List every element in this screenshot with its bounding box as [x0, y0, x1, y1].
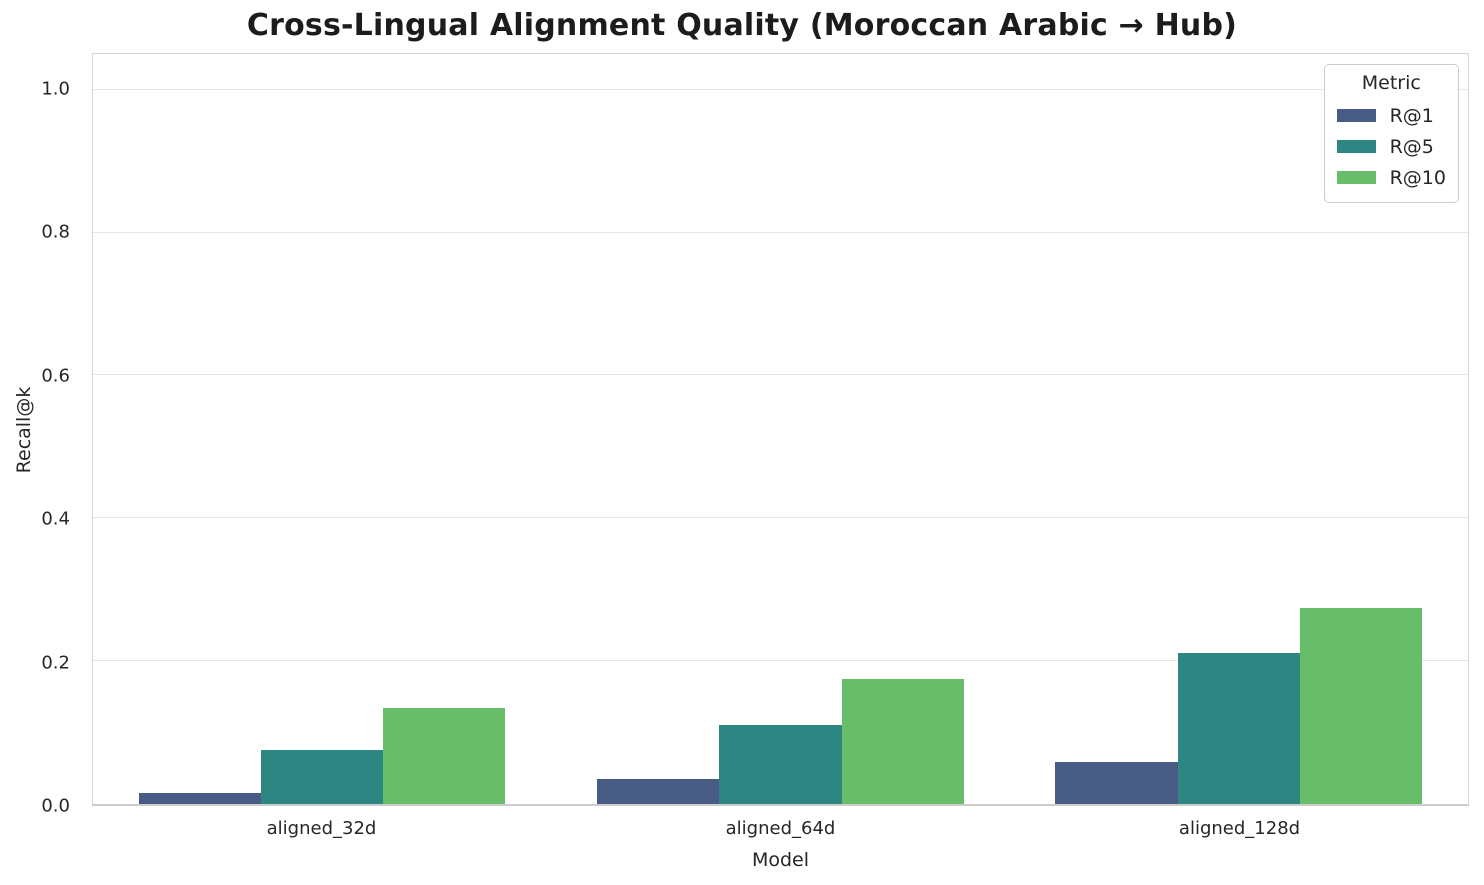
- legend-label: R@5: [1389, 135, 1434, 158]
- legend-title: Metric: [1361, 72, 1421, 94]
- bar-group: [551, 54, 1009, 804]
- legend-entry: R@5: [1336, 131, 1446, 162]
- bar-r1-aligned_128d: [1055, 761, 1178, 804]
- bar-group: [93, 54, 551, 804]
- y-tick-label: 0.6: [41, 365, 70, 387]
- y-tick-label: 0.4: [41, 508, 70, 530]
- bar-r5-aligned_64d: [719, 725, 842, 804]
- y-tick-label: 0.2: [41, 652, 70, 674]
- legend: Metric R@1 R@5 R@10: [1323, 64, 1459, 203]
- x-tick-label: aligned_32d: [266, 818, 377, 839]
- legend-entry: R@10: [1336, 162, 1446, 193]
- x-axis-label: Model: [751, 849, 810, 871]
- chart-title: Cross-Lingual Alignment Quality (Morocca…: [246, 8, 1238, 43]
- legend-swatch-icon: [1336, 140, 1376, 153]
- bar-r1-aligned_64d: [597, 779, 720, 804]
- bar-cluster: [1055, 54, 1423, 804]
- legend-label: R@10: [1389, 166, 1446, 189]
- y-tick-label: 1.0: [41, 78, 70, 100]
- legend-entries: R@1 R@5 R@10: [1336, 100, 1446, 193]
- legend-swatch-icon: [1336, 109, 1376, 122]
- gridline: [93, 88, 1468, 90]
- gridline: [93, 374, 1468, 376]
- y-tick-label: 0.0: [41, 795, 70, 817]
- gridline: [93, 517, 1468, 519]
- gridline: [93, 231, 1468, 233]
- bar-r5-aligned_32d: [261, 750, 384, 804]
- bar-r5-aligned_128d: [1177, 652, 1300, 804]
- bar-r10-aligned_128d: [1299, 608, 1423, 804]
- bar-r1-aligned_32d: [138, 793, 262, 804]
- x-tick-label: aligned_128d: [1178, 818, 1301, 839]
- y-axis-label: Recall@k: [13, 386, 35, 474]
- x-tick-label: aligned_64d: [725, 818, 836, 839]
- bar-r10-aligned_32d: [383, 708, 506, 804]
- bar-cluster: [138, 54, 506, 804]
- legend-label: R@1: [1389, 104, 1434, 127]
- legend-entry: R@1: [1336, 100, 1446, 131]
- bar-group: [1010, 54, 1468, 804]
- gridline: [93, 660, 1468, 662]
- plot-area: Metric R@1 R@5 R@10: [92, 53, 1469, 806]
- y-tick-label: 0.8: [41, 221, 70, 243]
- legend-swatch-icon: [1336, 171, 1376, 184]
- bar-r10-aligned_64d: [841, 679, 964, 804]
- bar-cluster: [597, 54, 964, 804]
